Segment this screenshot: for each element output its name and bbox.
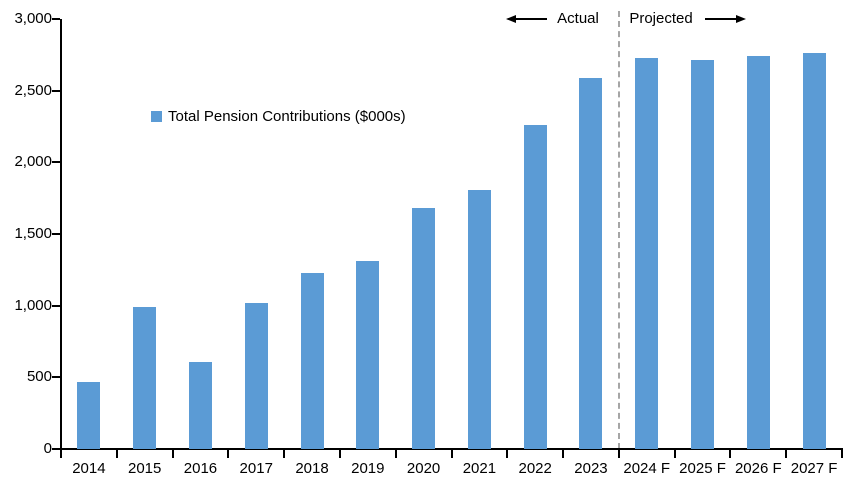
arrow-shaft xyxy=(516,18,547,20)
y-axis-label: 1,000 xyxy=(14,296,52,314)
arrow-head xyxy=(506,15,516,23)
x-axis-label: 2023 xyxy=(574,460,608,477)
y-axis-label: 1,500 xyxy=(14,225,52,242)
x-axis-label: 2022 xyxy=(518,460,552,477)
x-axis-tick xyxy=(841,450,843,458)
x-axis-line xyxy=(60,448,843,450)
y-axis-tick xyxy=(52,89,60,92)
x-axis-tick xyxy=(227,450,230,458)
y-axis-tick xyxy=(52,18,60,20)
x-axis-tick xyxy=(785,450,788,458)
y-axis-tick xyxy=(52,376,60,379)
projected-right-arrow-icon xyxy=(705,14,746,24)
x-axis-tick xyxy=(450,450,453,458)
x-axis-tick xyxy=(394,450,397,458)
bar-2016 xyxy=(188,361,212,449)
x-axis-tick xyxy=(338,450,341,458)
x-axis-label: 2016 xyxy=(183,460,218,477)
y-axis-label: 2,000 xyxy=(14,153,52,171)
x-axis-label: 2025 F xyxy=(679,460,726,477)
y-axis-line xyxy=(60,19,62,450)
bar-2015 xyxy=(133,307,157,449)
bar-2018 xyxy=(300,272,324,449)
x-axis-tick xyxy=(729,450,732,458)
y-axis-tick xyxy=(52,304,60,307)
chart-legend: Total Pension Contributions ($000s) xyxy=(151,108,406,125)
y-axis-tick xyxy=(52,448,60,450)
x-axis-label: 2026 F xyxy=(734,460,782,477)
arrow-head xyxy=(736,15,746,23)
x-axis-tick xyxy=(673,450,676,458)
x-axis-label: 2018 xyxy=(295,460,329,477)
bar-2017 xyxy=(244,302,268,449)
projected-section-label: Projected xyxy=(629,10,693,27)
x-axis-label: 2014 xyxy=(72,460,106,477)
actual-projected-divider-line xyxy=(617,11,620,449)
y-axis-label: 0 xyxy=(43,440,52,457)
bar-2019 xyxy=(356,261,380,449)
x-axis-tick xyxy=(115,450,118,458)
actual-section-label: Actual xyxy=(557,10,599,27)
x-axis-label: 2024 F xyxy=(623,460,671,477)
legend-series-label: Total Pension Contributions ($000s) xyxy=(168,108,406,125)
bar-2025-f xyxy=(691,59,715,449)
bar-2021 xyxy=(467,189,491,449)
bar-2023 xyxy=(579,77,603,449)
x-axis-tick xyxy=(617,450,620,458)
arrow-shaft xyxy=(705,18,736,20)
bar-2024-f xyxy=(635,58,659,449)
y-axis-tick xyxy=(52,161,60,164)
x-axis-tick xyxy=(60,450,62,458)
x-axis-label: 2020 xyxy=(406,460,441,477)
x-axis-label: 2017 xyxy=(239,460,273,477)
x-axis-tick xyxy=(283,450,286,458)
x-axis-label: 2027 F xyxy=(790,460,838,477)
bar-2022 xyxy=(523,125,547,449)
y-axis-label: 500 xyxy=(26,368,52,386)
bar-2020 xyxy=(412,208,436,449)
actual-left-arrow-icon xyxy=(506,14,547,24)
x-axis-tick xyxy=(171,450,174,458)
x-axis-label: 2019 xyxy=(351,460,385,477)
y-axis-tick xyxy=(52,233,60,235)
bar-2027-f xyxy=(802,52,826,449)
x-axis-tick xyxy=(506,450,509,458)
bar-2026-f xyxy=(746,55,770,449)
x-axis-label: 2021 xyxy=(462,460,497,477)
x-axis-tick xyxy=(562,450,565,458)
legend-series-marker-icon xyxy=(151,111,162,122)
x-axis-label: 2015 xyxy=(127,460,162,477)
bar-2014 xyxy=(77,381,101,449)
y-axis-label: 3,000 xyxy=(14,10,52,27)
y-axis-label: 2,500 xyxy=(14,81,52,99)
